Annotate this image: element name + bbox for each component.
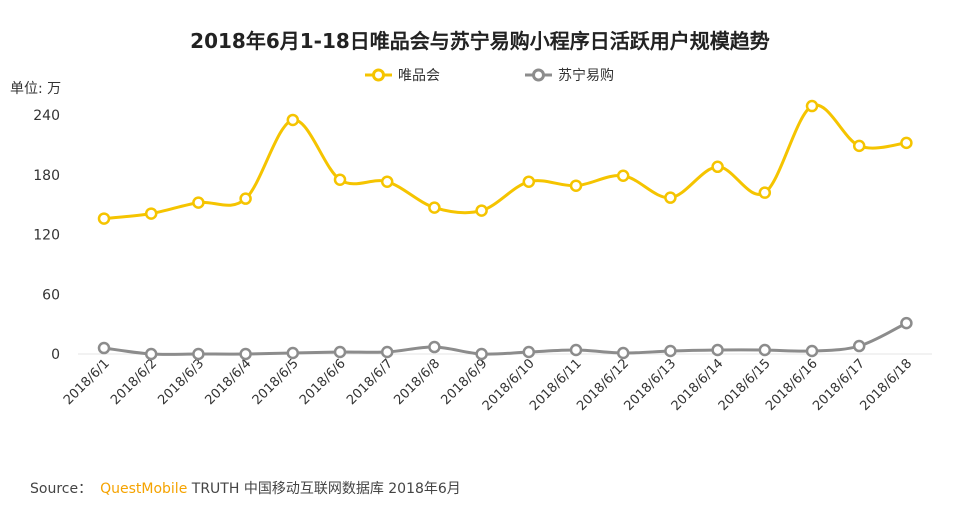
data-point — [664, 191, 677, 204]
data-point — [664, 344, 677, 358]
data-point — [522, 175, 536, 188]
data-point — [616, 169, 630, 182]
data-point — [900, 136, 913, 150]
source-brand: QuestMobile — [100, 481, 187, 497]
data-point — [805, 99, 819, 113]
data-point — [758, 186, 772, 199]
data-point — [805, 344, 819, 358]
x-tick-label: 2018/6/8 — [391, 356, 443, 408]
unit-label: 单位: 万 — [10, 81, 61, 97]
x-tick-label: 2018/6/4 — [203, 356, 255, 408]
x-tick-label: 2018/6/1 — [61, 356, 113, 408]
x-tick-label: 2018/6/3 — [155, 356, 207, 408]
series-line — [103, 321, 908, 356]
data-point — [475, 347, 488, 361]
source-note: Source： QuestMobile TRUTH 中国移动互联网数据库 2018… — [30, 481, 461, 497]
data-point — [192, 196, 205, 209]
x-axis: 2018/6/12018/6/22018/6/32018/6/42018/6/5… — [61, 356, 915, 414]
series-line — [103, 103, 907, 221]
x-tick-label: 2018/6/5 — [250, 356, 302, 408]
y-axis: 0 60 120 180 240 — [33, 108, 60, 363]
y-tick-label: 60 — [42, 287, 60, 303]
data-point — [900, 316, 913, 330]
chart-title: 2018年6月1-18日唯品会与苏宁易购小程序日活跃用户规模趋势 — [190, 29, 770, 53]
data-point — [380, 175, 394, 188]
data-point — [97, 212, 111, 225]
data-point — [522, 345, 536, 359]
legend-label-vip: 唯品会 — [398, 68, 440, 84]
data-point — [569, 179, 583, 192]
series-2 — [97, 316, 913, 361]
data-point — [852, 139, 866, 153]
data-point — [286, 346, 300, 360]
legend: 唯品会 苏宁易购 — [365, 67, 614, 84]
legend-marker-suning — [532, 68, 545, 82]
x-tick-label: 2018/6/2 — [108, 356, 160, 408]
y-tick-label: 120 — [33, 228, 60, 244]
data-point — [758, 343, 772, 357]
data-point — [380, 345, 394, 359]
data-point — [97, 341, 111, 355]
data-point — [239, 192, 252, 205]
data-point — [239, 347, 252, 361]
data-point — [616, 346, 630, 360]
legend-marker-vip — [372, 68, 385, 82]
data-point — [286, 113, 300, 127]
source-rest: TRUTH 中国移动互联网数据库 2018年6月 — [187, 481, 461, 497]
x-tick-label: 2018/6/7 — [344, 356, 396, 408]
y-tick-label: 180 — [33, 168, 60, 184]
x-tick-label: 2018/6/6 — [297, 356, 349, 408]
data-point — [852, 339, 866, 353]
series-layer — [97, 99, 913, 361]
data-point — [711, 160, 724, 174]
data-point — [192, 347, 205, 361]
data-point — [711, 343, 724, 357]
data-point — [333, 345, 347, 359]
data-point — [428, 201, 441, 214]
data-point — [144, 207, 158, 220]
source-prefix: Source： — [30, 481, 92, 497]
data-point — [428, 340, 441, 354]
data-point — [569, 343, 583, 357]
data-point — [475, 204, 488, 217]
y-tick-label: 240 — [33, 108, 60, 124]
y-tick-label: 0 — [51, 347, 60, 363]
data-point — [333, 173, 347, 186]
x-tick-label: 2018/6/18 — [857, 356, 915, 414]
data-point — [144, 347, 158, 361]
legend-label-suning: 苏宁易购 — [558, 67, 614, 84]
series-1 — [97, 99, 913, 225]
